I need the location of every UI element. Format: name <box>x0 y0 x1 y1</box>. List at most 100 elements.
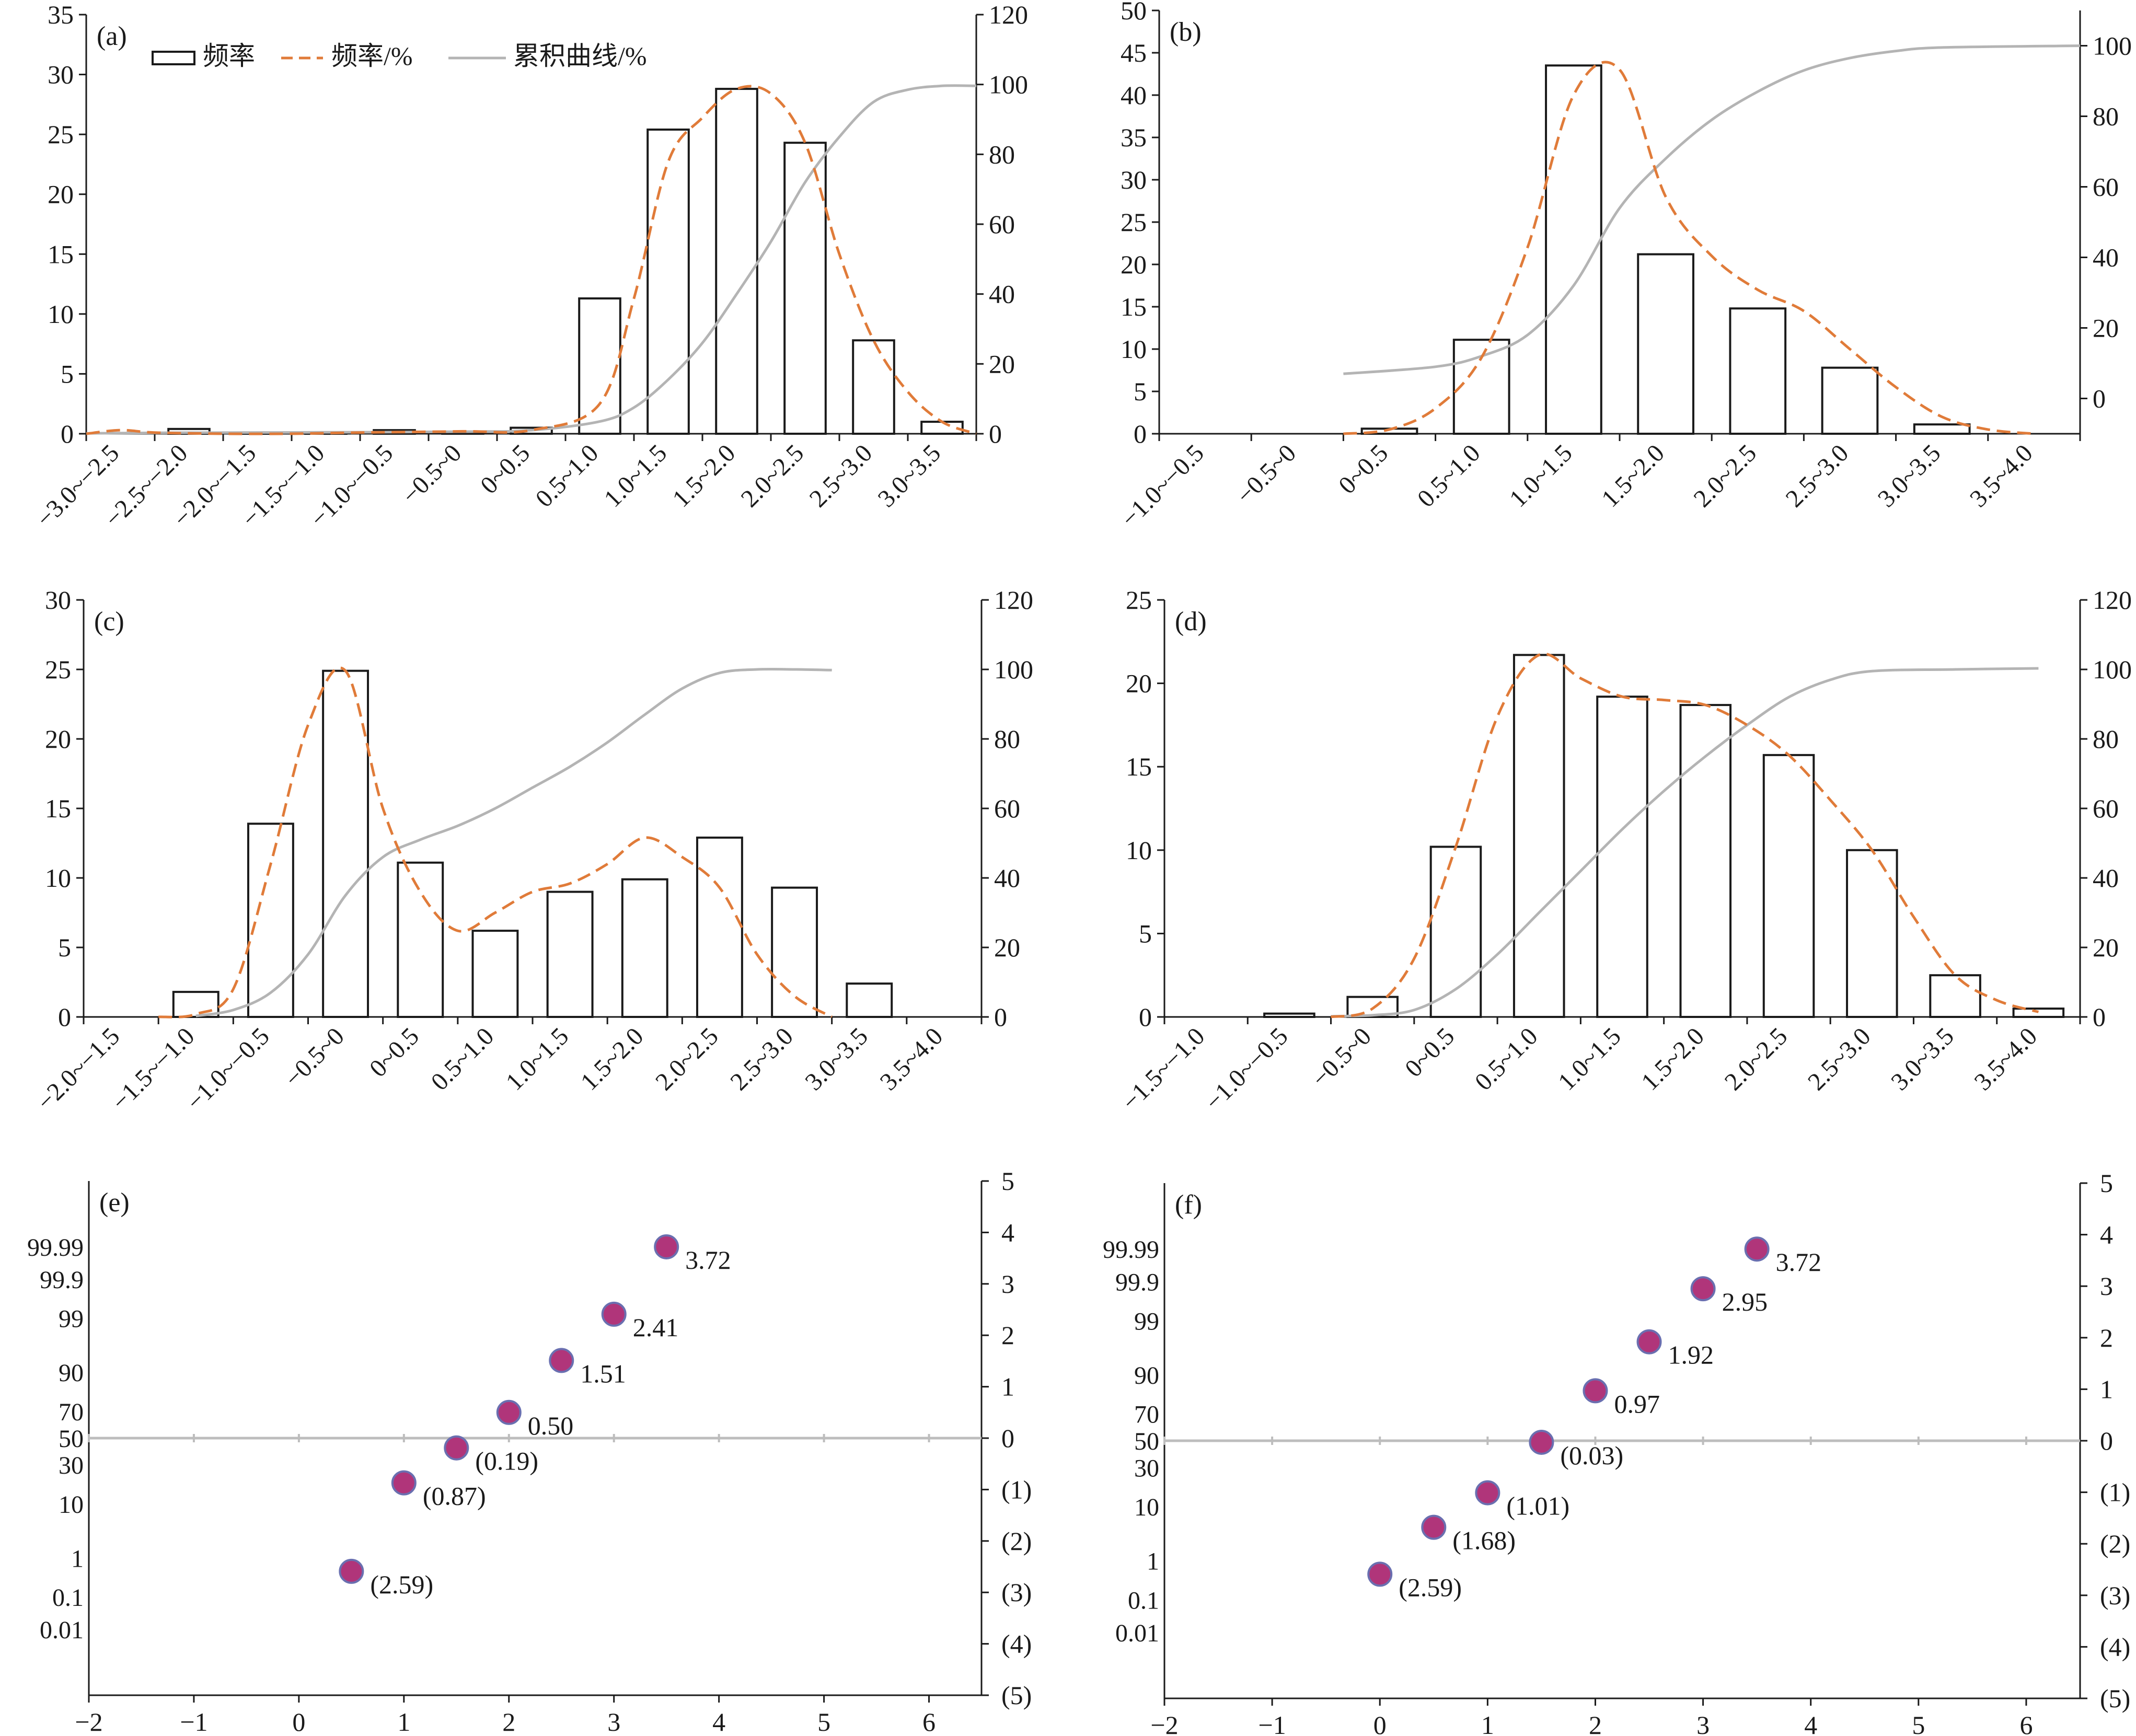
legend-cum-label: 累积曲线/% <box>513 41 647 71</box>
data-point-label: 3.72 <box>1776 1247 1822 1277</box>
left-tick-label: 25 <box>1126 585 1152 615</box>
data-point <box>654 1234 679 1259</box>
right-tick-label: 2 <box>1001 1321 1014 1350</box>
left-tick-label: 30 <box>48 60 74 89</box>
left-tick-label: 10 <box>1121 334 1147 364</box>
data-point-label: 1.51 <box>580 1359 626 1388</box>
bar <box>546 890 594 1018</box>
x-tick-label: 3 <box>1696 1710 1710 1736</box>
left-tick-label: 15 <box>1126 752 1152 781</box>
frequency-line <box>158 666 833 1019</box>
right-tick-label: (2) <box>2100 1529 2130 1558</box>
left-tick-label: 30 <box>1121 165 1147 194</box>
bar <box>1821 366 1879 435</box>
right-tick-label: 60 <box>989 210 1015 239</box>
left-tick-label: 5 <box>1139 919 1152 948</box>
bar <box>471 930 519 1018</box>
right-tick-label: 100 <box>989 70 1028 99</box>
frequency-line <box>1343 61 2035 435</box>
x-tick-label: 6 <box>922 1707 936 1736</box>
right-tick-label: (2) <box>1001 1526 1032 1556</box>
right-tick-label: (1) <box>2100 1478 2130 1507</box>
data-point-label: 0.97 <box>1614 1389 1660 1418</box>
probability-tick-label: 30 <box>1134 1454 1159 1482</box>
x-tick-label: 2 <box>502 1707 515 1736</box>
right-tick-label: 5 <box>2100 1168 2113 1198</box>
x-tick-label: 6 <box>2019 1710 2033 1736</box>
bar <box>1679 704 1732 1018</box>
bar <box>771 886 818 1018</box>
data-point <box>549 1348 574 1373</box>
probability-tick-label: 30 <box>59 1452 84 1479</box>
right-tick-label: 80 <box>989 140 1015 169</box>
bar <box>1729 307 1787 435</box>
probability-tick-label: 99.9 <box>1115 1268 1159 1296</box>
right-tick-label: 80 <box>2093 724 2119 754</box>
right-tick-label: (3) <box>1001 1578 1032 1607</box>
x-tick-label: 5 <box>817 1707 830 1736</box>
left-tick-label: 20 <box>48 180 74 209</box>
right-tick-label: 0 <box>2093 384 2106 413</box>
probability-tick-label: 0.1 <box>1128 1587 1159 1615</box>
x-tick-label: −2 <box>75 1707 102 1736</box>
data-point-label: 0.50 <box>528 1411 573 1440</box>
probability-tick-label: 10 <box>59 1491 84 1519</box>
right-tick-label: 40 <box>989 280 1015 309</box>
left-tick-label: 0 <box>1139 1002 1152 1032</box>
right-tick-label: 4 <box>2100 1220 2113 1249</box>
bar <box>2012 1008 2065 1019</box>
data-point-label: (0.03) <box>1560 1441 1623 1470</box>
left-tick-label: 15 <box>1121 292 1147 321</box>
x-tick-label: 3 <box>607 1707 620 1736</box>
data-point-label: 1.92 <box>1668 1340 1714 1370</box>
frequency-line <box>1331 652 2039 1019</box>
data-point-label: (0.87) <box>423 1482 486 1511</box>
probability-tick-label: 0.01 <box>1115 1619 1159 1647</box>
bar <box>322 669 370 1019</box>
panel-label: (d) <box>1175 607 1207 636</box>
probability-tick-label: 99 <box>1134 1307 1159 1335</box>
probability-tick-label: 99 <box>59 1305 84 1333</box>
left-tick-label: 45 <box>1121 38 1147 67</box>
left-tick-label: 50 <box>1121 0 1147 25</box>
panel-label: (c) <box>94 607 124 636</box>
probability-tick-label: 10 <box>1134 1494 1159 1521</box>
cumulative-line <box>195 667 832 1017</box>
data-point <box>1475 1480 1500 1506</box>
data-point <box>391 1470 417 1496</box>
x-tick-label: 0 <box>1373 1710 1387 1736</box>
bar <box>1512 654 1565 1019</box>
probability-tick-label: 99.99 <box>27 1234 84 1262</box>
right-tick-label: 5 <box>1001 1166 1014 1196</box>
left-tick-label: 0 <box>61 419 74 448</box>
data-point <box>444 1435 469 1461</box>
x-tick-label: −1 <box>180 1707 207 1736</box>
data-point-label: (1.68) <box>1452 1526 1516 1555</box>
data-point-label: 2.41 <box>633 1313 679 1342</box>
cumulative-line <box>86 84 977 435</box>
left-tick-label: 15 <box>45 794 71 823</box>
right-tick-label: 20 <box>989 349 1015 378</box>
left-tick-label: 25 <box>45 655 71 684</box>
right-tick-label: (5) <box>2100 1684 2130 1713</box>
left-tick-label: 30 <box>45 585 71 615</box>
bar <box>1263 1012 1315 1018</box>
right-tick-label: 80 <box>2093 102 2119 131</box>
left-tick-label: 25 <box>1121 207 1147 237</box>
probability-tick-label: 70 <box>1134 1401 1159 1429</box>
probability-tick-label: 1 <box>71 1545 84 1572</box>
probability-tick-label: 99.9 <box>40 1266 84 1294</box>
bar <box>578 297 621 435</box>
bar <box>696 836 743 1018</box>
bar <box>247 823 294 1018</box>
right-tick-label: 40 <box>2093 243 2119 272</box>
data-point <box>339 1558 364 1584</box>
right-tick-label: 60 <box>994 794 1020 823</box>
panel-f: (f)−2 −1 0 1 2 3 4 5 699.9999.999907050301010.10… <box>1103 1168 2130 1736</box>
right-tick-label: (4) <box>2100 1632 2130 1661</box>
right-tick-label: (5) <box>1001 1681 1032 1710</box>
probability-tick-label: 0.01 <box>40 1616 84 1644</box>
bar <box>621 878 668 1019</box>
probability-tick-label: 90 <box>1134 1362 1159 1390</box>
right-tick-label: 1 <box>2100 1374 2113 1404</box>
